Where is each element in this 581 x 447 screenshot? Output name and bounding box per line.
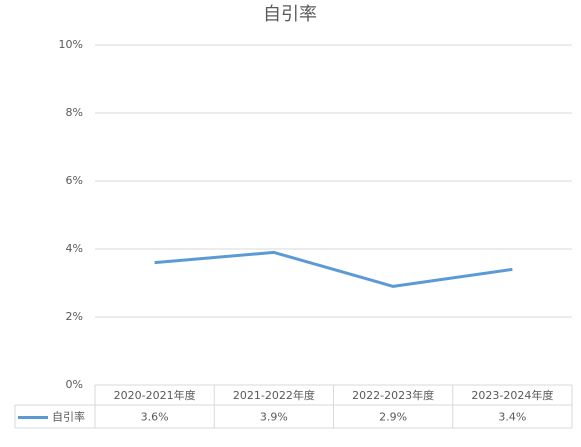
x-tick-label: 2020-2021年度 [114,388,196,402]
chart-title: 自引率 [263,4,317,25]
table-value: 3.9% [260,411,288,424]
table-value: 3.4% [498,411,526,424]
y-tick-label: 4% [66,242,83,255]
y-tick-label: 8% [66,106,83,119]
y-tick-label: 10% [59,38,83,51]
x-tick-label: 2022-2023年度 [352,388,434,402]
table-value: 2.9% [379,411,407,424]
legend-label: 自引率 [52,410,85,424]
series-line [154,250,513,288]
y-tick-label: 6% [66,174,83,187]
y-tick-label: 0% [66,378,83,391]
y-tick-label: 2% [66,310,83,323]
table-value: 3.6% [141,411,169,424]
x-tick-label: 2021-2022年度 [233,388,315,402]
x-tick-label: 2023-2024年度 [471,388,553,402]
